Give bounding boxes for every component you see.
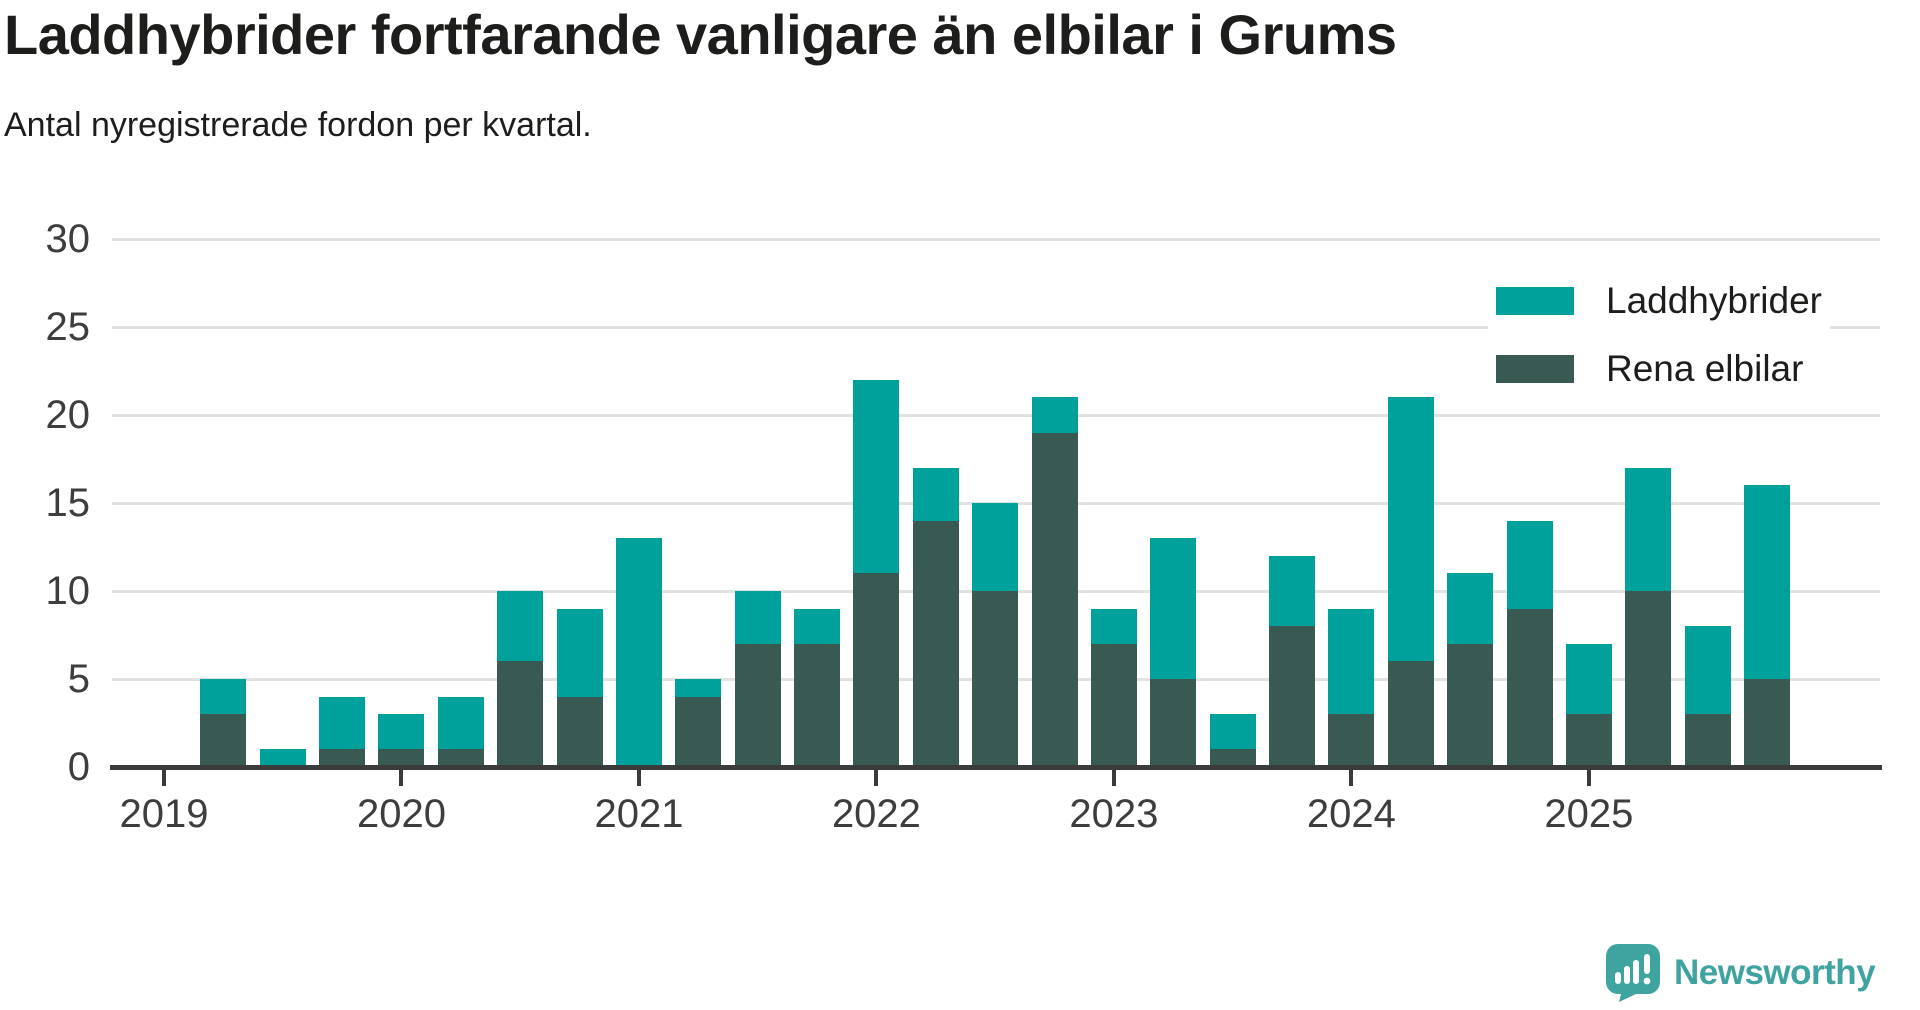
- bar-segment-rena-elbilar: [1150, 679, 1196, 767]
- bar-segment-rena-elbilar: [913, 520, 959, 767]
- bar-segment-laddhybrider: [913, 467, 959, 521]
- bar-segment-rena-elbilar: [1507, 608, 1553, 767]
- legend-swatch-laddhybrider: [1496, 287, 1574, 315]
- bar-segment-rena-elbilar: [1091, 643, 1137, 767]
- bar-segment-laddhybrider: [497, 591, 543, 662]
- bar-segment-rena-elbilar: [735, 643, 781, 767]
- gridline: [112, 414, 1880, 417]
- bar-segment-laddhybrider: [1625, 467, 1671, 591]
- bar-segment-laddhybrider: [1566, 643, 1612, 715]
- y-axis-tick-label: 0: [67, 745, 90, 789]
- legend-label-rena-elbilar: Rena elbilar: [1606, 348, 1804, 389]
- bar-segment-laddhybrider: [616, 538, 662, 767]
- bar-segment-laddhybrider: [1328, 608, 1374, 715]
- x-axis-tick: [1586, 770, 1591, 786]
- x-axis-tick: [399, 770, 404, 786]
- x-axis-tick: [1111, 770, 1116, 786]
- y-axis-tick-label: 10: [45, 569, 91, 613]
- x-axis-year-label: 2022: [831, 792, 921, 836]
- bar-segment-laddhybrider: [1507, 520, 1553, 609]
- bar-segment-laddhybrider: [853, 379, 899, 574]
- legend-label-laddhybrider: Laddhybrider: [1606, 280, 1822, 321]
- x-axis-year-label: 2020: [356, 792, 446, 836]
- x-axis-year-label: 2025: [1544, 792, 1634, 836]
- bar-segment-laddhybrider: [675, 679, 721, 697]
- y-axis-tick-label: 15: [45, 481, 91, 525]
- bar-segment-rena-elbilar: [972, 591, 1018, 767]
- bar-segment-laddhybrider: [1032, 397, 1078, 433]
- bar-segment-laddhybrider: [200, 679, 246, 715]
- x-axis-tick: [162, 770, 166, 786]
- newsworthy-logo-icon: [1606, 944, 1660, 1002]
- bar-segment-rena-elbilar: [1685, 714, 1731, 767]
- bar-segment-rena-elbilar: [1269, 626, 1315, 767]
- bar-segment-laddhybrider: [1388, 397, 1434, 662]
- x-axis-line: [110, 765, 1882, 770]
- bar-segment-laddhybrider: [1269, 555, 1315, 627]
- bar-segment-laddhybrider: [1150, 538, 1196, 679]
- gridline: [112, 326, 1880, 329]
- bar-segment-rena-elbilar: [1744, 679, 1790, 767]
- bar-segment-laddhybrider: [1685, 626, 1731, 715]
- bar-segment-rena-elbilar: [1625, 591, 1671, 767]
- gridline: [112, 238, 1880, 241]
- bar-segment-rena-elbilar: [1032, 432, 1078, 767]
- x-axis-tick: [636, 770, 641, 786]
- x-axis-tick: [1349, 770, 1354, 786]
- bar-segment-laddhybrider: [972, 503, 1018, 591]
- y-axis-tick-label: 25: [45, 305, 91, 349]
- bar-segment-rena-elbilar: [1447, 643, 1493, 767]
- bar-segment-laddhybrider: [1210, 714, 1256, 750]
- bar-segment-laddhybrider: [557, 608, 603, 697]
- bar-segment-rena-elbilar: [378, 749, 424, 767]
- bar-segment-rena-elbilar: [794, 643, 840, 767]
- bar-segment-laddhybrider: [1447, 573, 1493, 644]
- bar-segment-rena-elbilar: [853, 573, 899, 767]
- bar-segment-rena-elbilar: [497, 661, 543, 767]
- bar-segment-rena-elbilar: [557, 696, 603, 767]
- x-axis-year-label: 2024: [1306, 792, 1396, 836]
- x-axis-year-label: 2021: [594, 792, 684, 836]
- x-axis-year-label: 2023: [1069, 792, 1159, 836]
- bar-segment-laddhybrider: [735, 591, 781, 644]
- y-axis-tick-label: 5: [67, 657, 90, 701]
- chart-title: Laddhybrider fortfarande vanligare än el…: [4, 3, 1397, 66]
- y-axis-tick-label: 20: [45, 393, 91, 437]
- bar-segment-rena-elbilar: [1210, 749, 1256, 767]
- bar-segment-laddhybrider: [378, 714, 424, 750]
- legend-item-rena-elbilar: Rena elbilar: [1496, 348, 1822, 390]
- x-axis-tick: [874, 770, 879, 786]
- bar-segment-laddhybrider: [260, 749, 306, 767]
- bar-segment-laddhybrider: [438, 696, 484, 750]
- x-axis-year-label: 2019: [119, 792, 209, 836]
- bar-segment-rena-elbilar: [675, 696, 721, 767]
- legend: Laddhybrider Rena elbilar: [1488, 268, 1830, 402]
- bar-segment-rena-elbilar: [319, 749, 365, 767]
- bar-segment-rena-elbilar: [1566, 714, 1612, 767]
- newsworthy-branding: Newsworthy: [1606, 944, 1876, 1002]
- y-axis-tick-label: 30: [45, 217, 91, 261]
- bar-segment-rena-elbilar: [1328, 714, 1374, 767]
- chart-subtitle: Antal nyregistrerade fordon per kvartal.: [4, 106, 592, 144]
- bar-segment-laddhybrider: [1091, 608, 1137, 644]
- bar-segment-laddhybrider: [1744, 485, 1790, 679]
- bar-segment-rena-elbilar: [438, 749, 484, 767]
- bar-segment-laddhybrider: [794, 608, 840, 644]
- bar-segment-rena-elbilar: [200, 714, 246, 767]
- legend-item-laddhybrider: Laddhybrider: [1496, 280, 1822, 322]
- bar-segment-rena-elbilar: [1388, 661, 1434, 767]
- legend-swatch-rena-elbilar: [1496, 355, 1574, 383]
- newsworthy-wordmark: Newsworthy: [1674, 953, 1876, 992]
- bar-segment-laddhybrider: [319, 696, 365, 750]
